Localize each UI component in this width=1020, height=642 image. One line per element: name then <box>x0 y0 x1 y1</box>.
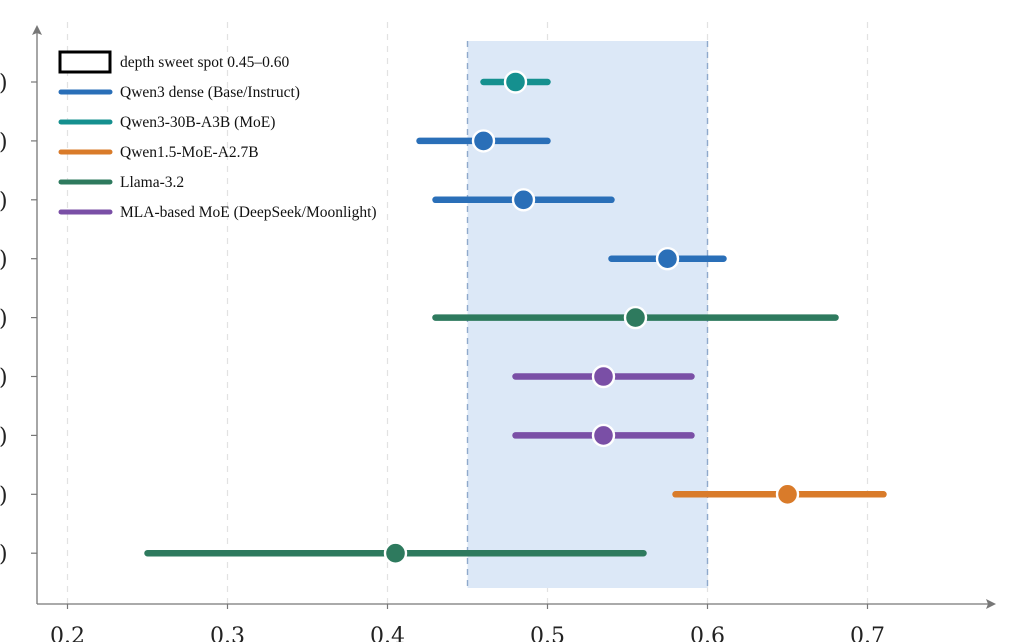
interval-point-llama-3-2 <box>383 541 408 565</box>
row-label: ) <box>0 424 8 449</box>
x-tick-label: 0.2 <box>50 624 85 642</box>
row-label: ) <box>0 248 8 273</box>
x-ticks: 0.2 0.3 0.4 0.5 0.6 0.7 <box>50 604 885 642</box>
row-label: ) <box>0 71 8 96</box>
x-tick-label: 0.3 <box>210 624 245 642</box>
interval-point-llama-3-2 <box>623 305 648 330</box>
row-label: ) <box>0 307 8 332</box>
x-tick-label: 0.6 <box>690 624 725 642</box>
intervals <box>144 70 887 565</box>
y-ticks: ))))))))) <box>0 71 37 567</box>
row-label: ) <box>0 130 8 155</box>
y-axis-arrow <box>32 25 42 35</box>
x-tick-label: 0.7 <box>850 624 885 642</box>
legend-label-qwen3-30b-a3b-moe: Qwen3-30B-A3B (MoE) <box>120 114 275 131</box>
row-label: ) <box>0 483 8 508</box>
interval-point-qwen3-dense-base-instruct <box>655 247 680 271</box>
interval-point-qwen3-dense-base-instruct <box>511 188 536 212</box>
interval-point-qwen1-5-moe-a2-7b <box>775 482 800 506</box>
interval-point-qwen3-30b-a3b-moe <box>503 70 528 94</box>
legend-label-qwen3-dense-base-instruct: Qwen3 dense (Base/Instruct) <box>120 84 300 101</box>
x-tick-label: 0.5 <box>530 624 565 642</box>
interval-point-mla-based-moe-deepseek-moonlight <box>591 364 616 389</box>
interval-point-qwen3-dense-base-instruct <box>471 129 496 153</box>
x-tick-label: 0.4 <box>370 624 405 642</box>
legend-label-sweet-spot: depth sweet spot 0.45–0.60 <box>120 54 289 71</box>
interval-point-mla-based-moe-deepseek-moonlight <box>591 423 616 448</box>
legend-label-mla-based-moe-deepseek-moonlight: MLA-based MoE (DeepSeek/Moonlight) <box>120 204 377 221</box>
legend-label-qwen1-5-moe-a2-7b: Qwen1.5-MoE-A2.7B <box>120 144 259 161</box>
row-label: ) <box>0 189 8 214</box>
row-label: ) <box>0 542 8 567</box>
legend-label-llama-3-2: Llama-3.2 <box>120 174 184 191</box>
row-label: ) <box>0 366 8 391</box>
legend: depth sweet spot 0.45–0.60 Qwen3 dense (… <box>58 50 377 221</box>
legend-swatch-sweet-spot <box>58 50 112 74</box>
x-axis-arrow <box>986 599 996 609</box>
